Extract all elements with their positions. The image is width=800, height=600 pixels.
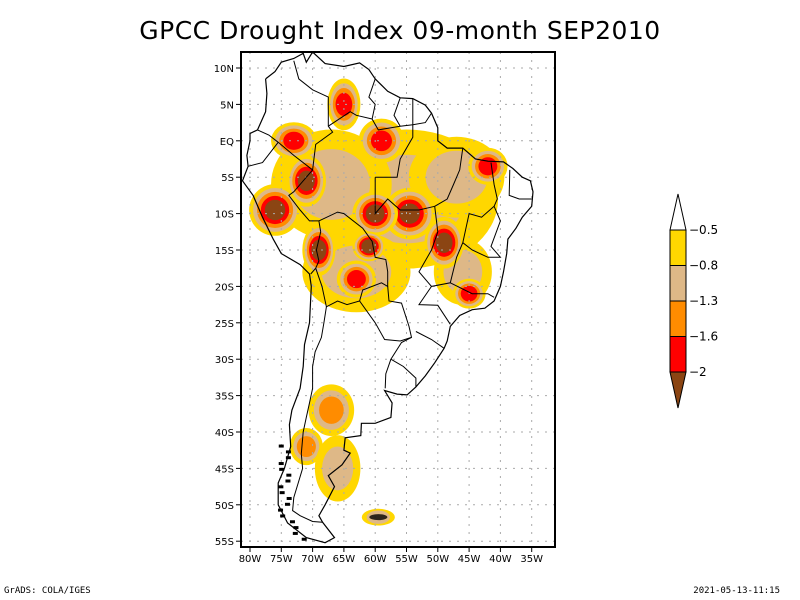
- chart-title: GPCC Drought Index 09-month SEP2010: [139, 16, 661, 45]
- country-border: [490, 162, 498, 207]
- x-tick-label: 35W: [520, 554, 543, 565]
- drought-contour-level-5: [264, 199, 286, 221]
- country-border: [450, 282, 495, 298]
- drought-contour-level-5: [297, 170, 315, 192]
- drought-contour-level-4: [370, 130, 392, 152]
- y-tick-label: 5S: [221, 173, 234, 184]
- x-tick-label: 45W: [458, 554, 481, 565]
- chile-archipelago-islet: [278, 462, 284, 466]
- chile-archipelago-islet: [278, 508, 284, 512]
- x-tick-label: 40W: [489, 554, 512, 565]
- country-border: [368, 78, 432, 131]
- chile-archipelago-islet: [278, 485, 284, 489]
- country-border: [375, 124, 414, 178]
- chile-archipelago-islet: [292, 531, 298, 535]
- y-tick-label: 55S: [215, 537, 234, 548]
- y-tick-label: 45S: [215, 464, 234, 475]
- drought-contour-level-4: [283, 131, 305, 150]
- drought-contour-level-5: [435, 232, 453, 253]
- country-border: [384, 359, 392, 389]
- colorbar-label: −1.6: [689, 330, 718, 344]
- drought-contour-level-4: [346, 270, 366, 289]
- country-border: [415, 331, 445, 349]
- footer-grads-credit: GrADS: COLA/IGES: [4, 586, 91, 596]
- x-tick-label: 50W: [426, 554, 449, 565]
- x-tick-label: 55W: [395, 554, 418, 565]
- country-border: [462, 206, 502, 258]
- drought-area: [327, 78, 361, 131]
- country-border: [374, 177, 435, 215]
- chile-archipelago-islet: [280, 514, 286, 518]
- colorbar-legend: −0.5 −0.8 −1.3 −1.6 −2: [669, 193, 718, 409]
- y-tick-label: 10S: [215, 210, 234, 221]
- drought-area: [308, 384, 355, 436]
- y-tick-label: 15S: [215, 246, 234, 257]
- chile-archipelago-islet: [286, 473, 292, 477]
- y-tick-label: EQ: [220, 137, 234, 148]
- drought-area: [358, 118, 405, 163]
- continent-outline: [241, 52, 534, 544]
- falkland-islands: [369, 514, 388, 521]
- y-axis-ticks: 10N 5N EQ 5S 10S 15S 20S 25S 30S 35S 40S 45S 50S 55S: [214, 64, 241, 548]
- x-tick-label: 80W: [239, 554, 262, 565]
- chile-archipelago-islet: [285, 479, 291, 483]
- y-tick-label: 40S: [215, 428, 234, 439]
- drought-area: [286, 155, 326, 207]
- chile-archipelago-islet: [278, 444, 284, 448]
- drought-area: [424, 216, 464, 269]
- x-tick-label: 70W: [301, 554, 324, 565]
- colorbar-top-arrow: [669, 193, 687, 231]
- y-tick-label: 20S: [215, 282, 234, 293]
- country-border: [390, 336, 417, 387]
- y-tick-label: 30S: [215, 355, 234, 366]
- country-border: [393, 97, 401, 127]
- country-border: [418, 286, 451, 325]
- x-tick-label: 65W: [333, 554, 356, 565]
- y-tick-label: 50S: [215, 501, 234, 512]
- chile-archipelago-islet: [285, 456, 291, 460]
- country-border: [328, 111, 373, 127]
- chile-archipelago-islet: [289, 520, 295, 524]
- country-border: [434, 148, 464, 207]
- x-tick-label: 75W: [270, 554, 293, 565]
- colorbar-label: −0.8: [689, 259, 718, 273]
- country-border: [508, 169, 532, 200]
- colorbar-label: −1.3: [689, 294, 718, 308]
- x-axis-ticks: 80W 75W 70W 65W 60W 55W 50W 45W 40W 35W: [239, 547, 543, 565]
- drought-contour-level-5: [311, 239, 327, 261]
- colorbar-segment: [669, 336, 687, 373]
- drought-area: [302, 224, 336, 276]
- chile-archipelago-islet: [286, 496, 292, 500]
- drought-contour-level-3: [319, 396, 344, 424]
- chile-archipelago-islet: [284, 502, 290, 506]
- country-border: [247, 141, 279, 167]
- chile-archipelago-islet: [301, 537, 307, 541]
- colorbar-bottom-arrow: [669, 371, 687, 409]
- coastline-layer: [241, 52, 534, 544]
- colorbar-label: −0.5: [689, 223, 718, 237]
- y-tick-label: 5N: [220, 100, 234, 111]
- colorbar-label: −2: [689, 365, 707, 379]
- footer-timestamp: 2021-05-13-11:15: [693, 586, 780, 596]
- map-frame: [240, 51, 556, 548]
- drought-area: [336, 260, 377, 298]
- y-tick-label: 25S: [215, 319, 234, 330]
- colorbar-segment: [669, 300, 687, 337]
- chile-archipelago-islet: [279, 491, 285, 495]
- x-tick-label: 60W: [364, 554, 387, 565]
- drought-area: [352, 231, 386, 262]
- drought-contour-level-4: [335, 92, 353, 116]
- drought-area: [271, 122, 317, 160]
- colorbar-segment: [669, 265, 687, 302]
- chile-archipelago-islet: [293, 526, 299, 530]
- country-border: [257, 60, 334, 171]
- chile-archipelago-islet: [285, 450, 291, 454]
- chile-archipelago-islet: [279, 467, 285, 471]
- colorbar-segment: [669, 229, 687, 266]
- y-tick-label: 10N: [214, 64, 234, 75]
- y-tick-label: 35S: [215, 392, 234, 403]
- country-border: [292, 306, 327, 523]
- drought-area: [468, 147, 508, 185]
